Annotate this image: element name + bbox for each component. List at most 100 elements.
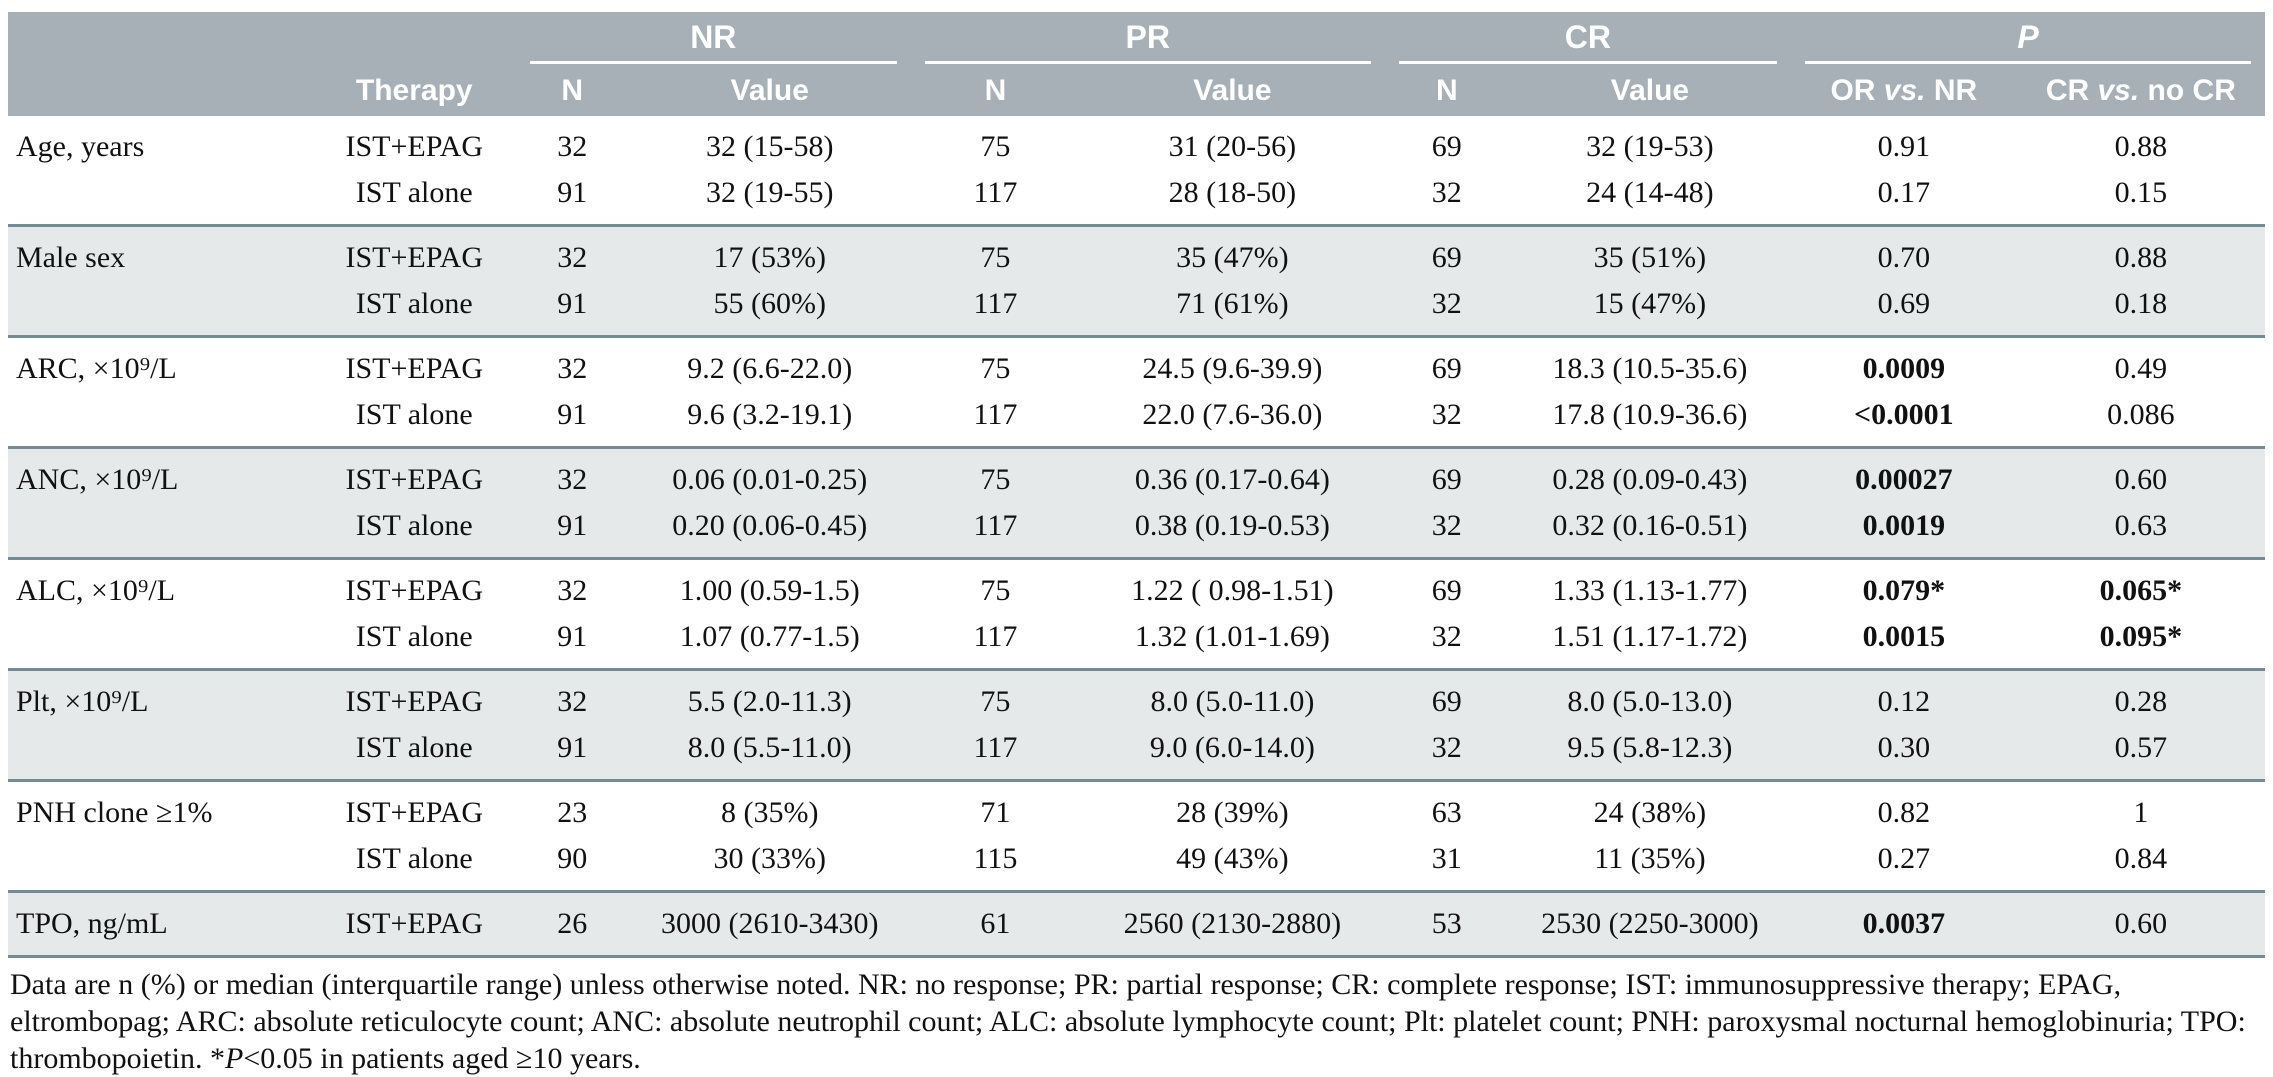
p-or-vs-nr-cell: <0.0001	[1854, 398, 1954, 432]
row-label-cell: TPO, ng/mL	[16, 907, 168, 941]
therapy-cell: IST alone	[355, 398, 473, 432]
measure-group: TPO, ng/mL IST+EPAG 26 3000 (2610-3430) 61 25…	[8, 891, 2265, 957]
nr-value-cell: 0.20 (0.06-0.45)	[672, 509, 868, 543]
row-label-cell	[8, 725, 313, 781]
nr-value-cell: 0.06 (0.01-0.25)	[672, 463, 868, 497]
row-label-cell: Age, years	[16, 130, 145, 164]
therapy-cell: IST+EPAG	[345, 796, 483, 830]
header-nr-value: Value	[628, 64, 911, 117]
cr-n-cell: 69	[1431, 352, 1462, 386]
therapy-label: Therapy	[355, 74, 473, 108]
p-or-vs-nr-cell: 0.0015	[1862, 620, 1946, 654]
group-label-p: P	[1804, 12, 2251, 65]
cr-n-cell: 69	[1431, 241, 1462, 275]
cr-value-cell: 17.8 (10.9-36.6)	[1552, 398, 1748, 432]
row-label-cell	[8, 170, 313, 226]
p-or-vs-nr-cell: 0.0009	[1862, 352, 1946, 386]
p-cr-vs-nocr-cell: 0.28	[2114, 685, 2168, 719]
nr-value-cell: 8.0 (5.5-11.0)	[687, 731, 852, 765]
table-row: IST alone 91 8.0 (5.5-11.0) 117 9.0 (6.0-14.…	[8, 725, 2265, 781]
therapy-cell: IST+EPAG	[345, 574, 483, 608]
therapy-cell: IST+EPAG	[345, 130, 483, 164]
cr-value-cell: 0.28 (0.09-0.43)	[1552, 463, 1748, 497]
nr-value-cell: 9.2 (6.6-22.0)	[687, 352, 853, 386]
p-or-vs-nr-cell: 0.17	[1877, 176, 1931, 210]
group-label-nr: NR	[529, 12, 897, 65]
nr-n-cell: 90	[557, 842, 588, 876]
nr-n-cell: 32	[557, 130, 588, 164]
nr-value-cell: 55 (60%)	[713, 287, 826, 321]
table-row: ARC, ×10⁹/L IST+EPAG 32 9.2 (6.6-22.0) 75 24.…	[8, 337, 2265, 393]
header-nr-n: N	[515, 64, 629, 117]
table-row: Age, years IST+EPAG 32 32 (15-58) 75 31 (20-5…	[8, 116, 2265, 170]
p-cr-vs-nocr-cell: 0.095*	[2099, 620, 2183, 654]
table-row: ANC, ×10⁹/L IST+EPAG 32 0.06 (0.01-0.25) 75 0…	[8, 448, 2265, 504]
nr-n-cell: 32	[557, 685, 588, 719]
cr-n-cell: 69	[1431, 130, 1462, 164]
cr-n-cell: 32	[1431, 731, 1462, 765]
cr-n-cell: 53	[1431, 907, 1462, 941]
p-cr-vs-nocr-cell: 1	[2133, 796, 2149, 830]
nr-n-cell: 91	[557, 620, 588, 654]
row-label-cell: Plt, ×10⁹/L	[16, 685, 149, 719]
measure-group: ANC, ×10⁹/L IST+EPAG 32 0.06 (0.01-0.25) 75 0…	[8, 447, 2265, 559]
header-pr-n: N	[910, 64, 1081, 117]
table-row: TPO, ng/mL IST+EPAG 26 3000 (2610-3430) 61 25…	[8, 892, 2265, 957]
pr-value-cell: 1.22 ( 0.98-1.51)	[1131, 574, 1334, 608]
measure-group: ALC, ×10⁹/L IST+EPAG 32 1.00 (0.59-1.5) 75 1.…	[8, 558, 2265, 670]
nr-n-cell: 32	[557, 463, 588, 497]
group-label-pr: PR	[924, 12, 1371, 65]
cr-n-cell: 32	[1431, 176, 1462, 210]
therapy-cell: IST alone	[355, 842, 473, 876]
cr-n-cell: 32	[1431, 287, 1462, 321]
results-table: Therapy NR PR CR P N Value N Value N Val…	[8, 12, 2265, 958]
header-group-nr: NR	[515, 12, 911, 65]
pr-n-cell: 75	[980, 685, 1011, 719]
pr-value-cell: 1.32 (1.01-1.69)	[1134, 620, 1330, 654]
pr-n-cell: 117	[973, 287, 1018, 321]
header-cr-value: Value	[1508, 64, 1791, 117]
cr-value-cell: 1.51 (1.17-1.72)	[1552, 620, 1748, 654]
nr-n-cell: 91	[557, 398, 588, 432]
row-label-cell	[8, 392, 313, 448]
nr-value-cell: 9.6 (3.2-19.1)	[687, 398, 853, 432]
therapy-cell: IST+EPAG	[345, 241, 483, 275]
p-cr-vs-nocr-cell: 0.63	[2114, 509, 2168, 543]
p-cr-vs-nocr-cell: 0.60	[2114, 907, 2168, 941]
header-therapy: Therapy	[312, 12, 516, 117]
pr-value-cell: 22.0 (7.6-36.0)	[1142, 398, 1323, 432]
nr-n-cell: 32	[557, 574, 588, 608]
p-or-vs-nr-cell: 0.12	[1877, 685, 1931, 719]
pr-value-cell: 9.0 (6.0-14.0)	[1149, 731, 1315, 765]
pr-n-cell: 75	[980, 463, 1011, 497]
p-or-vs-nr-cell: 0.0037	[1862, 907, 1946, 941]
p-cr-vs-nocr-cell: 0.60	[2114, 463, 2168, 497]
table-row: IST alone 91 9.6 (3.2-19.1) 117 22.0 (7.6-36…	[8, 392, 2265, 448]
table-row: ALC, ×10⁹/L IST+EPAG 32 1.00 (0.59-1.5) 75 1.…	[8, 559, 2265, 615]
p-cr-vs-nocr-cell: 0.15	[2114, 176, 2168, 210]
nr-n-cell: 23	[557, 796, 588, 830]
table-row: IST alone 91 32 (19-55) 117 28 (18-50) 32 24 (…	[8, 170, 2265, 226]
nr-value-cell: 1.07 (0.77-1.5)	[679, 620, 860, 654]
cr-value-cell: 8.0 (5.0-13.0)	[1567, 685, 1733, 719]
nr-n-cell: 26	[557, 907, 588, 941]
cr-value-cell: 11 (35%)	[1594, 842, 1706, 876]
group-label-cr: CR	[1398, 12, 1777, 65]
pr-value-cell: 2560 (2130-2880)	[1123, 907, 1342, 941]
p-or-vs-nr-cell: 0.27	[1877, 842, 1931, 876]
pr-n-cell: 115	[973, 842, 1018, 876]
cr-n-cell: 31	[1431, 842, 1462, 876]
cr-n-cell: 32	[1431, 398, 1462, 432]
table-row: IST alone 90 30 (33%) 115 49 (43%) 31 11 (35%)…	[8, 836, 2265, 892]
row-label-cell: ALC, ×10⁹/L	[16, 574, 176, 608]
pr-n-cell: 61	[980, 907, 1011, 941]
table-row: IST alone 91 55 (60%) 117 71 (61%) 32 15 (47%)…	[8, 281, 2265, 337]
nr-value-cell: 1.00 (0.59-1.5)	[679, 574, 860, 608]
p-cr-vs-nocr-cell: 0.57	[2114, 731, 2168, 765]
table-row: IST alone 91 1.07 (0.77-1.5) 117 1.32 (1.01-…	[8, 614, 2265, 670]
header-cr-vs-nocr: CR vs. no CR	[2016, 64, 2265, 117]
cr-n-cell: 32	[1431, 509, 1462, 543]
table-row: Male sex IST+EPAG 32 17 (53%) 75 35 (47%) 69 35…	[8, 226, 2265, 282]
nr-n-cell: 91	[557, 509, 588, 543]
cr-value-cell: 24 (14-48)	[1586, 176, 1714, 210]
